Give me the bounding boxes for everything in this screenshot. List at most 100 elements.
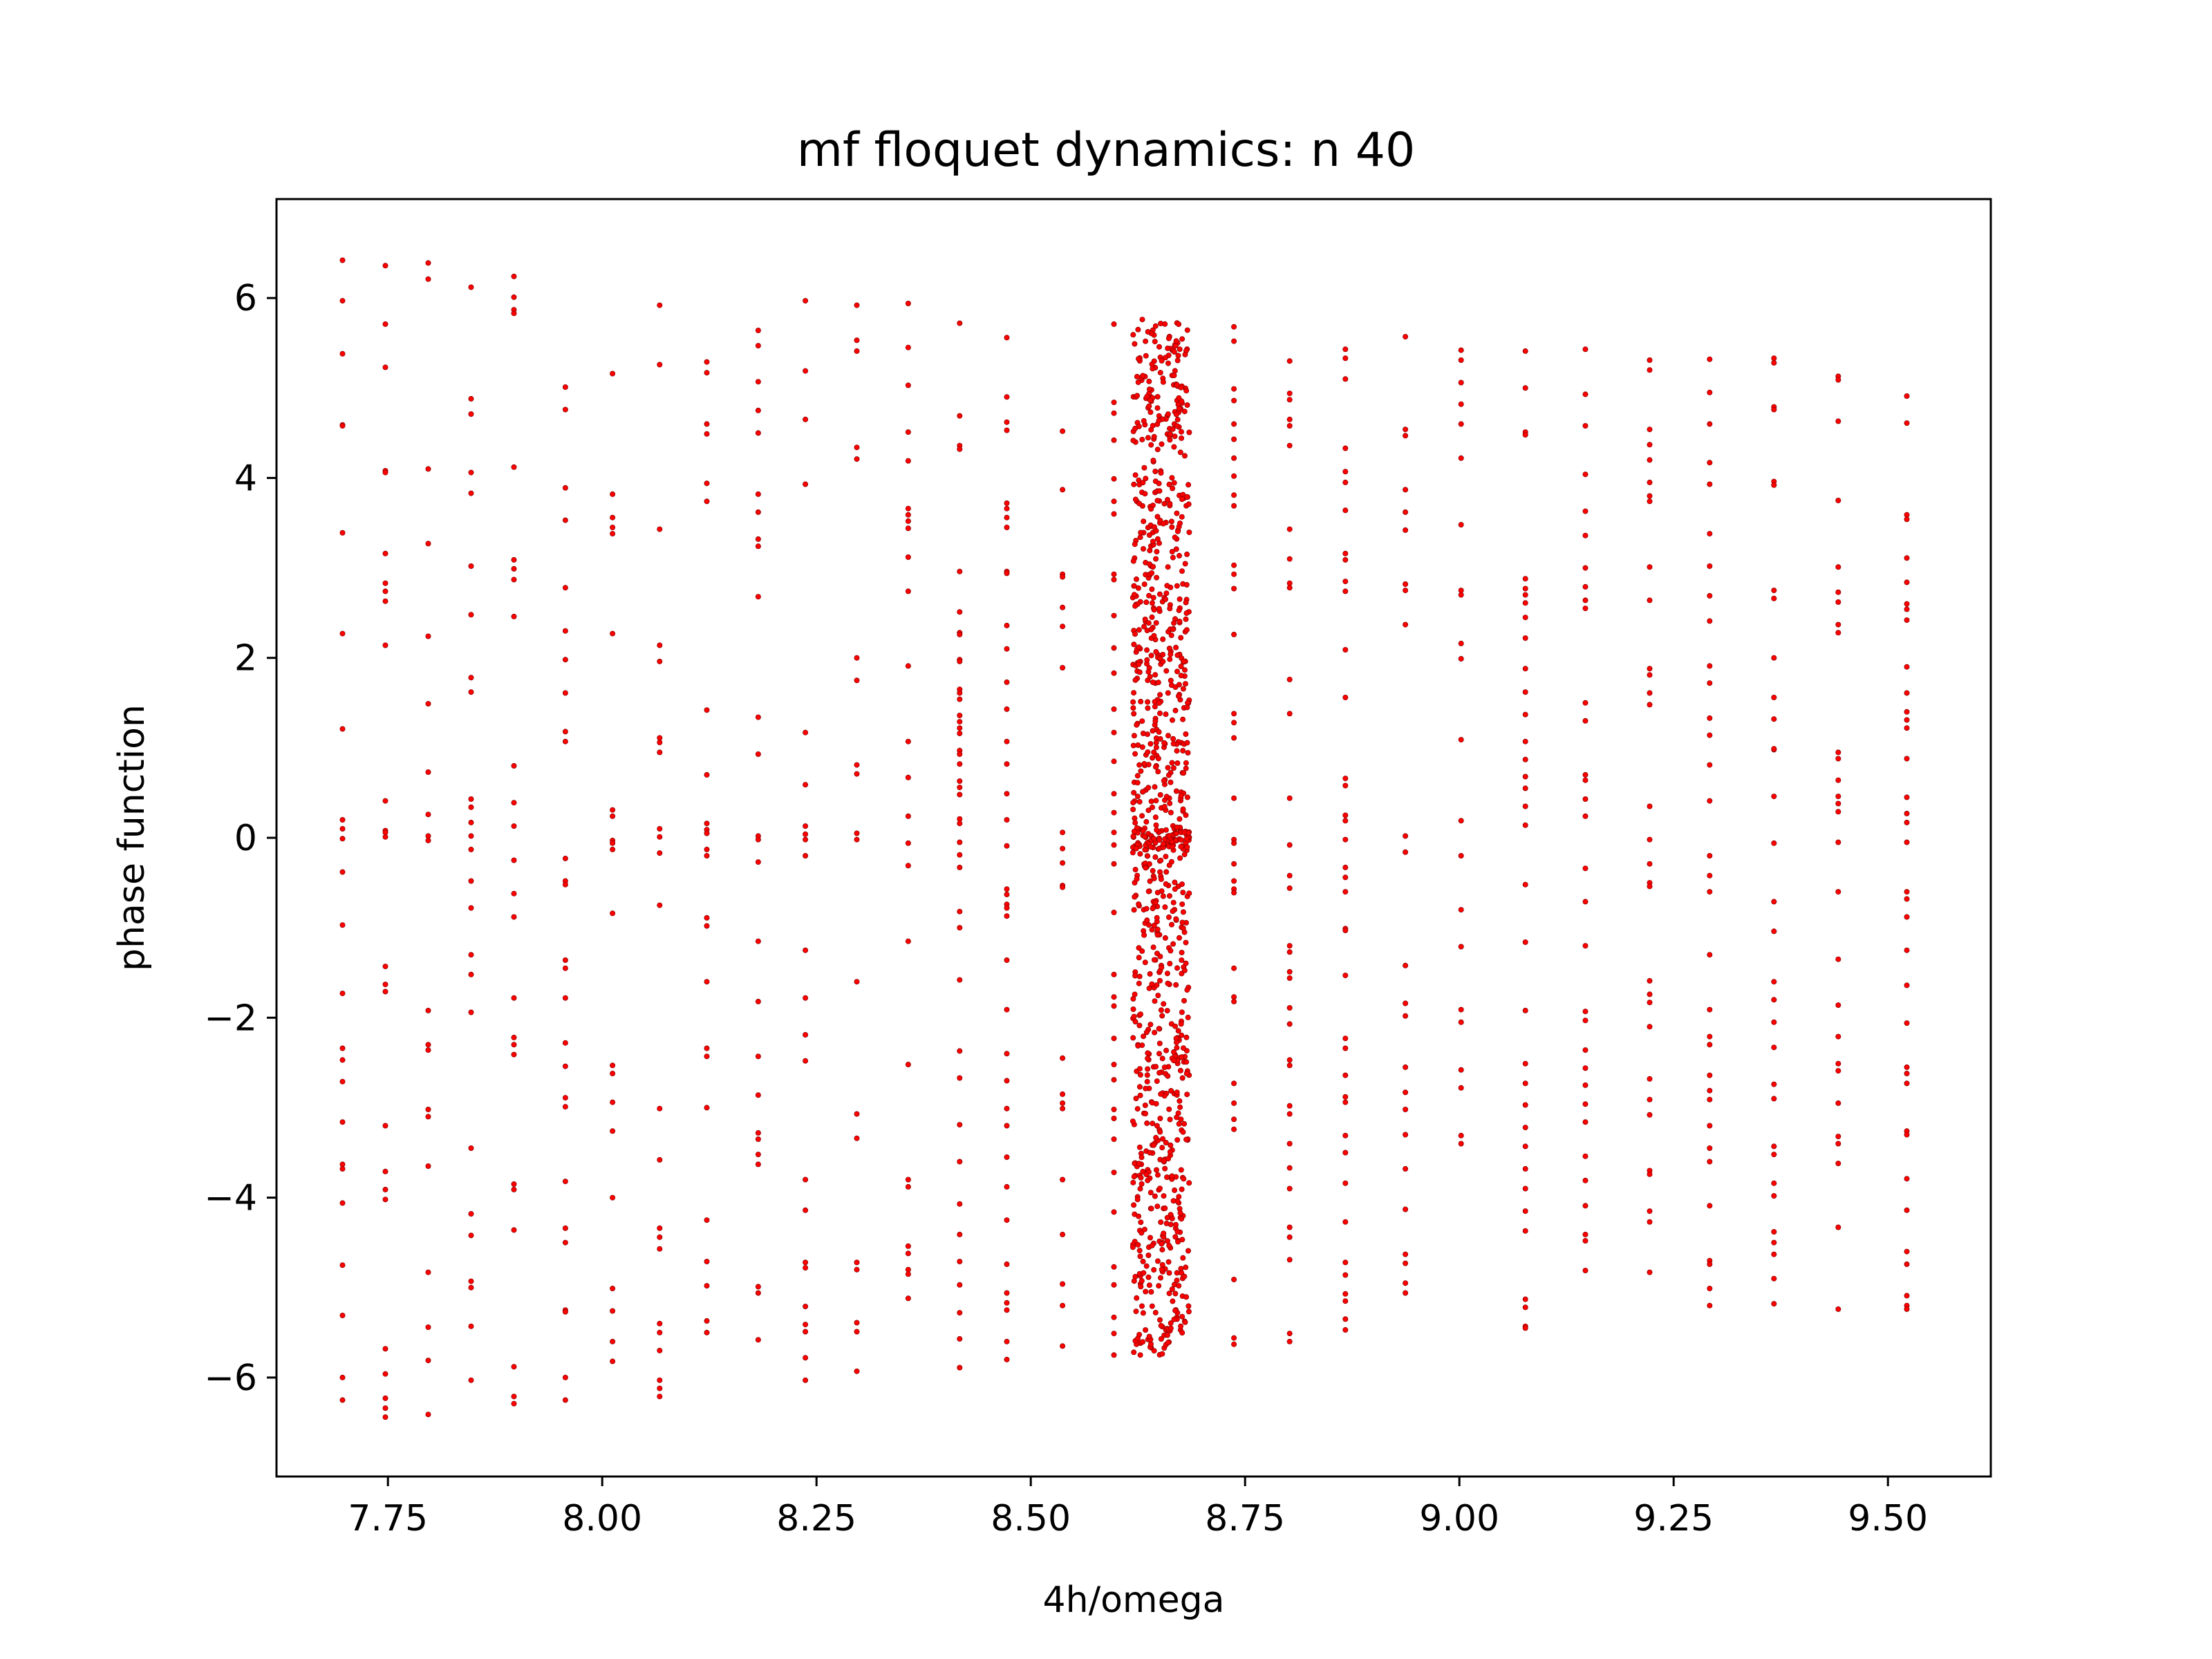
data-point [704,1105,710,1111]
data-point [1111,1116,1117,1122]
data-point [1179,881,1185,888]
data-point [1169,524,1175,530]
y-tick-label: 2 [234,638,257,679]
data-point [1165,733,1172,739]
data-point [1286,442,1293,449]
data-point [1111,842,1117,848]
data-point [1146,1282,1152,1288]
data-point [1231,1277,1237,1283]
data-point [755,379,761,385]
data-point [1111,1331,1117,1337]
data-point [339,991,346,997]
data-point [1136,1084,1143,1090]
data-point [1157,370,1163,376]
data-point [1155,1258,1161,1264]
data-point [382,642,388,648]
data-point [1152,998,1158,1004]
data-point [1158,876,1164,882]
data-point [1141,518,1147,525]
data-point [1178,1167,1184,1173]
data-point [1164,583,1170,589]
data-point [1156,418,1162,424]
data-point [1403,1280,1409,1286]
data-point [1286,391,1293,397]
data-point [905,938,911,944]
data-point [1132,751,1138,757]
data-point [1137,534,1143,541]
data-point [339,257,346,263]
data-point [1771,1301,1777,1307]
data-point [1176,607,1182,613]
data-point [1835,377,1841,383]
data-point [339,1045,346,1051]
data-point [1707,798,1713,804]
data-point [1904,1080,1910,1087]
data-point [1178,384,1184,391]
data-point [1177,346,1183,353]
data-point [1904,794,1910,800]
data-point [1177,449,1183,456]
data-point [1286,1338,1293,1344]
data-point [1156,1026,1162,1032]
data-point [704,1259,710,1265]
data-point [1403,849,1409,855]
data-point [803,1355,809,1361]
data-point [957,821,963,827]
data-point [1185,501,1192,507]
data-point [1181,1176,1187,1182]
data-point [610,1071,616,1077]
data-point [1140,480,1146,486]
data-point [1342,550,1349,556]
data-point [468,952,474,958]
data-point [803,995,809,1001]
data-point [1286,1062,1293,1069]
data-point [1707,1286,1713,1292]
data-point [1143,476,1149,482]
data-point [1161,778,1167,784]
data-point [1342,507,1349,514]
data-point [610,840,616,846]
data-point [1160,893,1166,899]
data-point [1141,624,1147,630]
data-point [610,846,616,852]
data-point [1146,592,1152,599]
data-point [1060,830,1066,836]
data-point [1168,632,1174,639]
data-point [1164,1174,1170,1181]
data-point [511,613,517,619]
data-point [339,1057,346,1063]
data-point [1163,827,1169,833]
data-point [1143,1111,1149,1117]
data-point [1231,795,1237,801]
data-point [1582,1177,1588,1183]
data-point [1582,777,1588,783]
data-point [1342,1072,1349,1078]
data-point [1647,1112,1653,1118]
data-point [704,846,710,852]
data-point [1169,549,1175,555]
data-point [468,689,474,695]
data-point [1162,935,1168,941]
data-point [1403,527,1409,533]
data-point [1154,1167,1160,1173]
data-point [1835,564,1841,570]
data-point [1167,1149,1173,1155]
data-point [1177,1098,1183,1104]
data-point [1164,1008,1170,1014]
data-point [1131,592,1137,598]
data-point [562,384,568,391]
y-tick-label: 0 [234,818,257,859]
data-point [803,782,809,788]
data-point [957,631,963,637]
data-point [1174,1277,1180,1284]
data-point [905,863,911,869]
data-point [1167,1116,1173,1123]
data-point [1147,741,1154,747]
data-point [657,1225,663,1231]
data-point [1582,1268,1588,1274]
data-point [1186,1180,1192,1186]
data-point [1166,1106,1172,1112]
data-point [1403,1000,1409,1006]
data-point [1179,1032,1185,1038]
data-point [1342,1327,1349,1333]
